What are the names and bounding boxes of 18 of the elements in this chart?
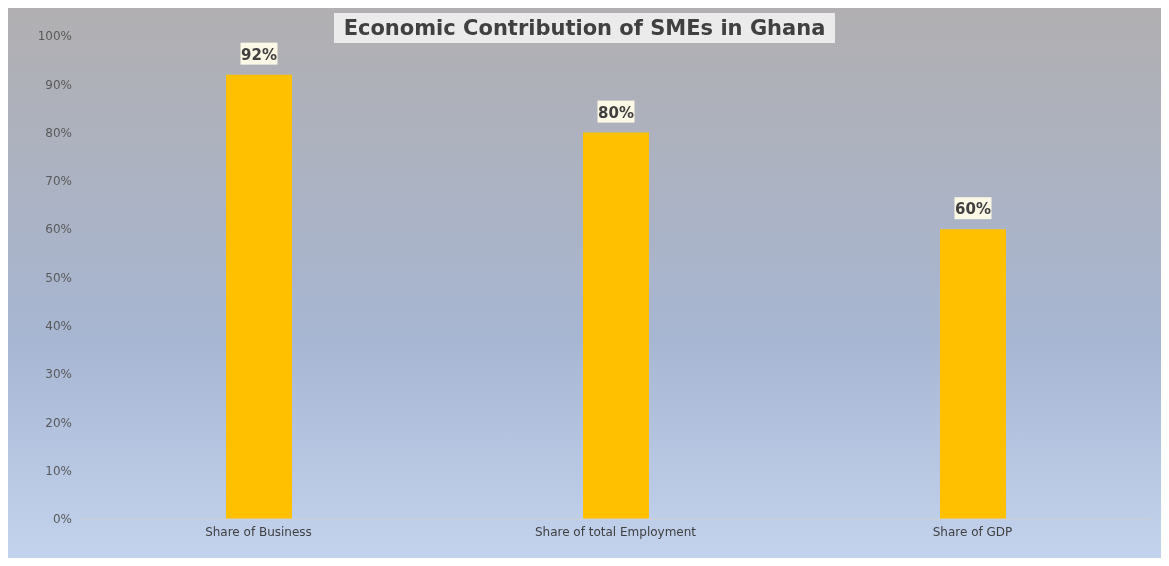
y-tick-label: 50% xyxy=(45,270,72,285)
x-tick-label: Share of Business xyxy=(205,524,312,539)
x-tick-label: Share of GDP xyxy=(932,524,1013,539)
y-tick-label: 20% xyxy=(45,415,72,430)
y-tick-label: 0% xyxy=(52,512,72,527)
y-tick-label: 80% xyxy=(45,125,72,140)
data-label: 92% xyxy=(241,45,277,64)
y-tick-label: 70% xyxy=(45,174,72,189)
chart-title: Economic Contribution of SMEs in Ghana xyxy=(333,13,836,43)
x-tick-label: Share of total Employment xyxy=(534,524,697,539)
y-tick-label: 90% xyxy=(45,77,72,92)
y-tick-label: 100% xyxy=(37,29,72,44)
y-tick-label: 60% xyxy=(45,222,72,237)
data-label: 80% xyxy=(598,103,634,122)
y-tick-label: 40% xyxy=(45,319,72,334)
data-label: 60% xyxy=(955,200,991,219)
y-tick-label: 10% xyxy=(45,463,72,478)
y-tick-label: 30% xyxy=(45,367,72,382)
